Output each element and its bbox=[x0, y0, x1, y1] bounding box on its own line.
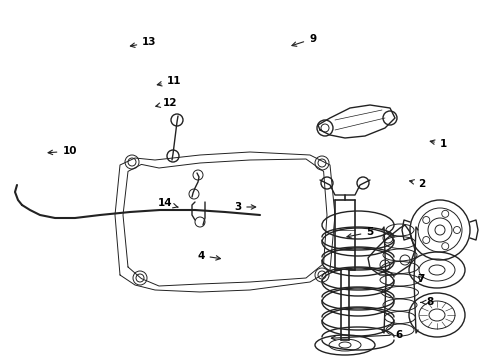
Text: 9: 9 bbox=[292, 34, 316, 46]
Text: 3: 3 bbox=[234, 202, 256, 212]
Text: 8: 8 bbox=[421, 297, 434, 307]
Text: 13: 13 bbox=[130, 37, 157, 48]
Text: 1: 1 bbox=[430, 139, 447, 149]
Text: 10: 10 bbox=[48, 146, 77, 156]
Text: 4: 4 bbox=[197, 251, 220, 261]
Text: 5: 5 bbox=[347, 227, 373, 238]
Text: 14: 14 bbox=[158, 198, 178, 208]
Text: 6: 6 bbox=[331, 330, 403, 340]
Text: 2: 2 bbox=[410, 179, 425, 189]
Text: 11: 11 bbox=[157, 76, 181, 86]
Text: 12: 12 bbox=[156, 98, 178, 108]
Text: 7: 7 bbox=[417, 274, 425, 284]
